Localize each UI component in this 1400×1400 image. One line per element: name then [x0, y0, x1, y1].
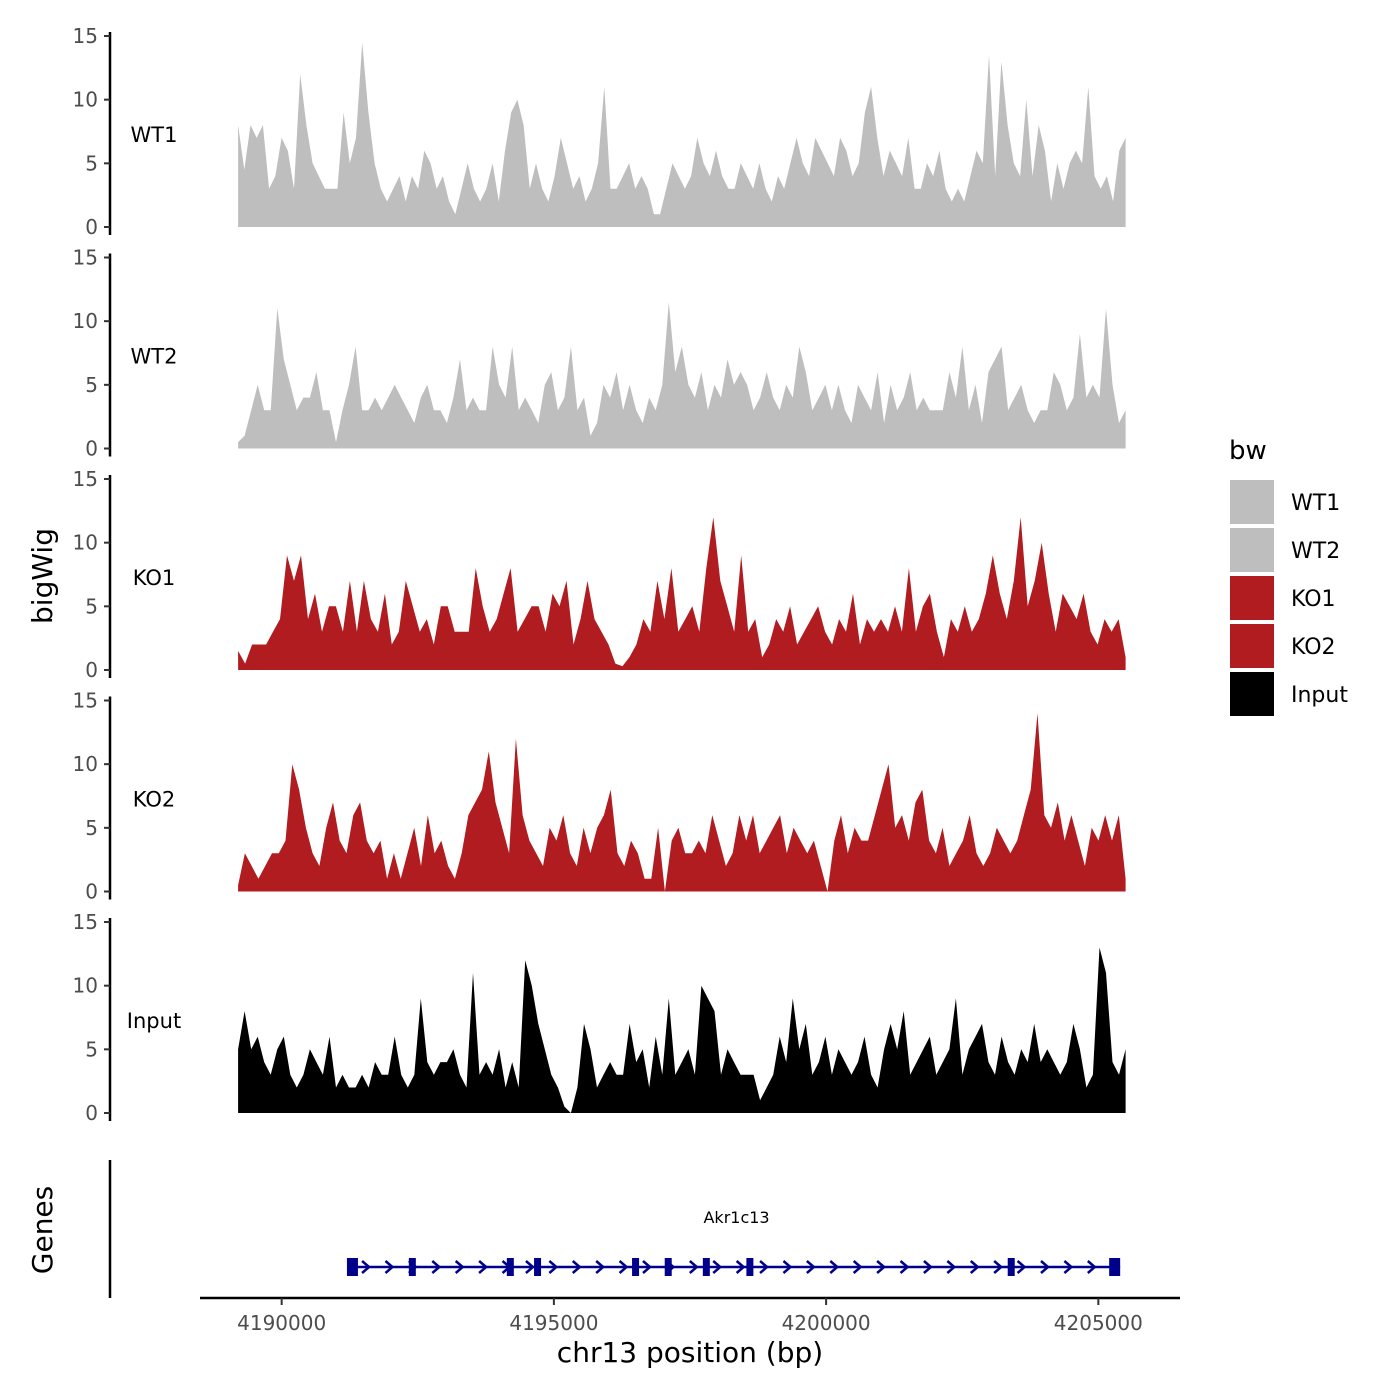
y-tick-label: 15 — [73, 689, 98, 713]
strand-arrow — [1086, 1260, 1097, 1274]
strand-arrow — [876, 1260, 887, 1274]
y-tick-label: 0 — [85, 1101, 98, 1125]
strand-arrow — [1063, 1260, 1074, 1274]
y-tick-label: 5 — [85, 373, 98, 397]
y-tick-label: 15 — [73, 910, 98, 934]
y-tick-label: 10 — [73, 974, 98, 998]
gene-panel: Akr1c13 — [108, 1160, 1121, 1298]
y-axis-title: bigWig — [26, 528, 59, 624]
gene-exon — [664, 1258, 672, 1276]
y-tick-label: 15 — [73, 246, 98, 270]
y-tick-label: 0 — [85, 880, 98, 904]
gene-exon — [506, 1258, 514, 1276]
strand-arrow — [712, 1260, 723, 1274]
legend-title: bw — [1229, 436, 1267, 466]
y-tick-label: 5 — [85, 816, 98, 840]
legend-label: Input — [1291, 683, 1348, 708]
area-wt1 — [238, 42, 1126, 228]
strand-arrow — [993, 1260, 1004, 1274]
gene-exon — [702, 1258, 710, 1276]
y-tick-label: 10 — [73, 531, 98, 555]
strand-arrow — [688, 1260, 699, 1274]
track-label: Input — [127, 1009, 181, 1033]
strand-arrow — [735, 1260, 746, 1274]
strand-arrow — [969, 1260, 980, 1274]
legend: WT1 WT2 KO1 KO2 Input — [1230, 480, 1348, 716]
y-tick-label: 0 — [85, 215, 98, 239]
gene-exon — [632, 1258, 640, 1276]
track-label: WT2 — [131, 345, 178, 369]
track-wt1: 0 5 10 15 WT1 — [73, 24, 1126, 239]
track-wt2: 0 5 10 15 WT2 — [73, 246, 1126, 461]
gene-exon — [1109, 1258, 1121, 1276]
legend-swatch — [1230, 576, 1274, 620]
track-label: WT1 — [131, 123, 178, 147]
strand-arrow — [595, 1260, 606, 1274]
legend-label: KO1 — [1291, 587, 1336, 612]
strand-arrow — [759, 1260, 769, 1274]
strand-arrow — [454, 1260, 465, 1274]
track-label: KO2 — [133, 788, 176, 812]
y-tick-label: 10 — [73, 88, 98, 112]
legend-label: KO2 — [1291, 635, 1336, 660]
gene-exon — [1007, 1258, 1015, 1276]
legend-swatch — [1230, 672, 1274, 716]
strand-arrow — [899, 1260, 910, 1274]
strand-arrow — [642, 1260, 652, 1274]
track-input: 0 5 10 15 Input — [73, 910, 1126, 1125]
genes-axis-title: Genes — [26, 1186, 59, 1274]
strand-arrow — [548, 1260, 559, 1274]
x-axis-title: chr13 position (bp) — [557, 1336, 823, 1369]
legend-swatch — [1230, 480, 1274, 524]
legend-swatch — [1230, 528, 1274, 572]
track-ko1: 0 5 10 15 KO1 — [73, 467, 1126, 682]
track-ko2: 0 5 10 15 KO2 — [73, 689, 1126, 904]
y-tick-label: 15 — [73, 24, 98, 48]
strand-arrow — [1016, 1260, 1027, 1274]
gene-label: Akr1c13 — [703, 1208, 769, 1227]
area-ko1 — [238, 517, 1126, 670]
legend-label: WT1 — [1291, 491, 1340, 516]
y-tick-label: 5 — [85, 594, 98, 618]
strand-arrow — [384, 1260, 395, 1274]
strand-arrow — [806, 1260, 816, 1274]
y-tick-label: 0 — [85, 437, 98, 461]
gene-exon — [408, 1258, 416, 1276]
strand-arrow — [525, 1260, 535, 1274]
strand-arrow — [361, 1260, 371, 1274]
x-tick-label: 4190000 — [237, 1311, 326, 1335]
strand-arrow — [852, 1260, 863, 1274]
track-label: KO1 — [133, 566, 176, 590]
gene-exon — [746, 1258, 754, 1276]
tracks: 0 5 10 15 WT1 0 5 10 15 WT2 0 5 10 15 KO1 0 5 10 15 KO2 0 5 10… — [73, 24, 1126, 1125]
gene-exon — [346, 1258, 358, 1276]
area-input — [238, 947, 1126, 1113]
y-tick-label: 10 — [73, 752, 98, 776]
x-tick-label: 4195000 — [509, 1311, 598, 1335]
y-tick-label: 10 — [73, 309, 98, 333]
strand-arrow — [829, 1260, 840, 1274]
legend-swatch — [1230, 624, 1274, 668]
area-wt2 — [238, 302, 1126, 449]
strand-arrow — [1040, 1260, 1050, 1274]
strand-arrow — [618, 1260, 629, 1274]
strand-arrow — [571, 1260, 582, 1274]
y-tick-label: 15 — [73, 467, 98, 491]
y-tick-label: 0 — [85, 658, 98, 682]
y-tick-label: 5 — [85, 151, 98, 175]
strand-arrow — [782, 1260, 793, 1274]
x-tick-label: 4200000 — [782, 1311, 871, 1335]
x-tick-label: 4205000 — [1054, 1311, 1143, 1335]
x-axis: 4190000 4195000 4200000 4205000 — [200, 1296, 1180, 1335]
strand-arrow — [478, 1260, 489, 1274]
strand-arrow — [946, 1260, 957, 1274]
legend-label: WT2 — [1291, 539, 1340, 564]
y-tick-label: 5 — [85, 1037, 98, 1061]
area-ko2 — [238, 713, 1126, 892]
gene-exon — [534, 1258, 542, 1276]
strand-arrow — [431, 1260, 442, 1274]
strand-arrow — [923, 1260, 933, 1274]
